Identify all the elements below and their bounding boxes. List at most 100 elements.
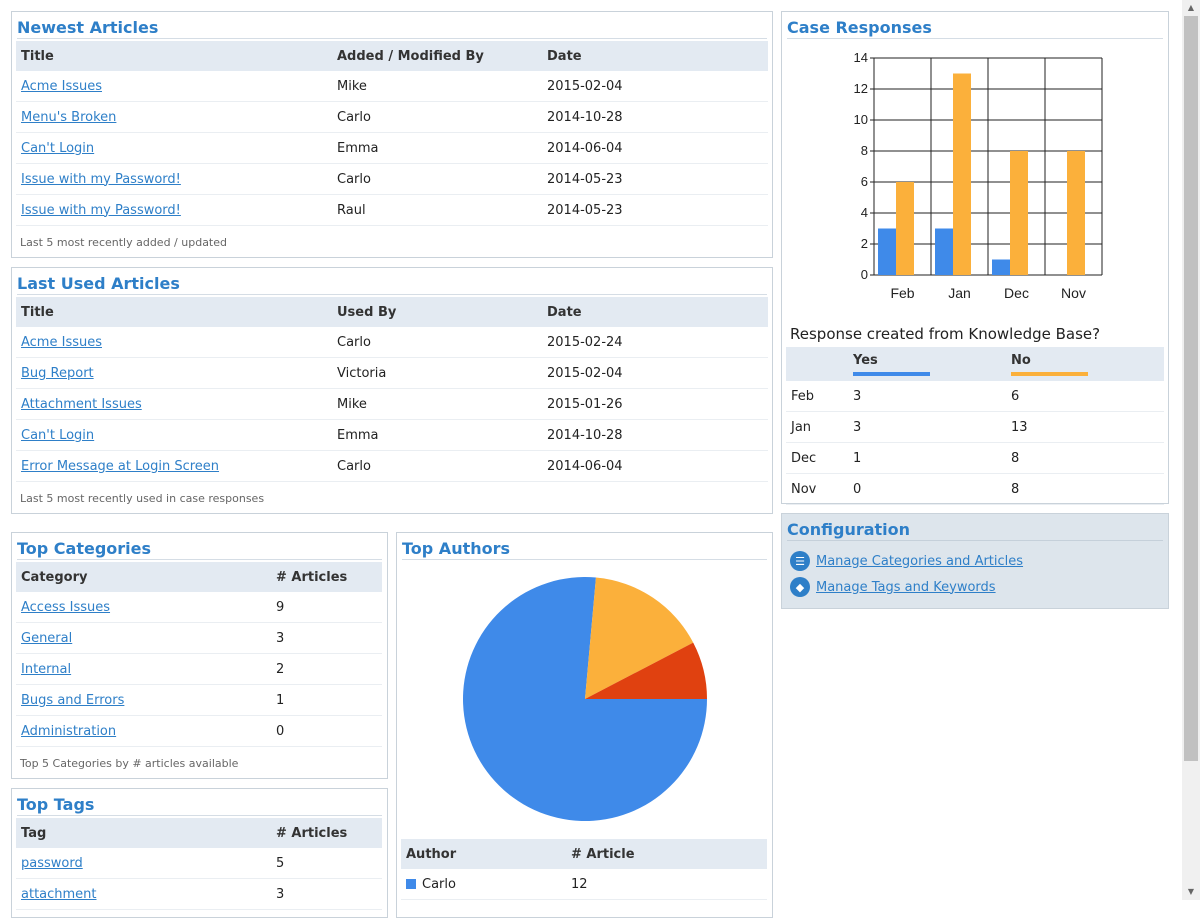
category-link[interactable]: Access Issues <box>21 599 111 615</box>
category-link[interactable]: Internal <box>21 661 72 677</box>
x-tick-label: Feb <box>890 285 914 301</box>
table-row: Jan 3 13 <box>786 411 1164 443</box>
article-link[interactable]: Can't Login <box>21 140 95 156</box>
user-cell: Carlo <box>332 450 542 482</box>
newest-articles-table: Title Added / Modified By Date Acme Issu… <box>16 41 768 226</box>
tag-icon: ◆ <box>790 577 810 597</box>
authors-pie-chart <box>463 577 707 821</box>
no-legend-bar <box>1011 371 1088 376</box>
date-cell: 2014-10-28 <box>542 101 768 133</box>
date-cell: 2014-10-28 <box>542 419 768 451</box>
table-row: Carlo 12 <box>401 869 767 900</box>
table-row: Bug Report Victoria 2015-02-04 <box>16 357 768 389</box>
scroll-up-icon[interactable]: ▲ <box>1187 3 1195 12</box>
y-tick-label: 2 <box>861 236 868 251</box>
table-row: Bugs and Errors 1 <box>16 684 382 716</box>
case-responses-title: Case Responses <box>787 18 1163 39</box>
date-cell: 2015-02-24 <box>542 327 768 358</box>
y-tick-label: 12 <box>854 81 868 96</box>
yes-label: Yes <box>853 352 878 368</box>
last-used-articles-title: Last Used Articles <box>17 274 767 295</box>
newest-articles-title: Newest Articles <box>17 18 767 39</box>
bar-no-feb <box>896 182 914 275</box>
manage-tags-link[interactable]: ◆ Manage Tags and Keywords <box>790 577 1162 597</box>
configuration-panel: Configuration ☰ Manage Categories and Ar… <box>781 513 1169 609</box>
count-cell: 2 <box>271 653 382 685</box>
response-question: Response created from Knowledge Base? <box>790 325 1101 343</box>
article-link[interactable]: Attachment Issues <box>21 396 142 412</box>
author-cell: Carlo <box>332 101 542 133</box>
no-cell: 8 <box>1006 473 1164 505</box>
bar-no-nov <box>1067 151 1085 275</box>
date-cell: 2015-02-04 <box>542 357 768 389</box>
top-authors-title: Top Authors <box>402 539 767 560</box>
top-categories-panel: Top Categories Category # Articles Acces… <box>11 532 388 779</box>
date-cell: 2015-01-26 <box>542 388 768 420</box>
date-cell: 2014-05-23 <box>542 194 768 226</box>
article-link[interactable]: Issue with my Password! <box>21 171 181 187</box>
x-tick-label: Jan <box>948 285 971 301</box>
category-link[interactable]: Administration <box>21 723 117 739</box>
article-link[interactable]: Acme Issues <box>21 334 102 350</box>
top-tags-panel: Top Tags Tag # Articles password 5 attach… <box>11 788 388 918</box>
last-used-articles-panel: Last Used Articles Title Used By Date Ac… <box>11 267 773 514</box>
col-articles: # Articles <box>271 562 382 592</box>
author-name: Carlo <box>422 876 456 892</box>
tag-link[interactable]: password <box>21 855 83 871</box>
x-tick-label: Dec <box>1004 285 1029 301</box>
article-link[interactable]: Bug Report <box>21 365 94 381</box>
x-tick-label: Nov <box>1061 285 1086 301</box>
category-link[interactable]: General <box>21 630 73 646</box>
document-icon: ☰ <box>790 551 810 571</box>
y-tick-label: 8 <box>861 143 868 158</box>
col-title: Title <box>16 41 332 71</box>
table-row: Internal 2 <box>16 653 382 685</box>
tag-link[interactable]: attachment <box>21 886 97 902</box>
table-row: Acme Issues Carlo 2015-02-24 <box>16 327 768 358</box>
table-row: Issue with my Password! Raul 2014-05-23 <box>16 194 768 226</box>
newest-articles-footer: Last 5 most recently added / updated <box>20 236 227 249</box>
col-added-by: Added / Modified By <box>332 41 542 71</box>
author-cell: Emma <box>332 132 542 164</box>
table-row: General 3 <box>16 622 382 654</box>
count-cell: 3 <box>271 878 382 910</box>
table-row: Issue with my Password! Carlo 2014-05-23 <box>16 163 768 195</box>
count-cell: 1 <box>271 684 382 716</box>
table-row: Error Message at Login Screen Carlo 2014-0… <box>16 450 768 482</box>
article-link[interactable]: Acme Issues <box>21 78 102 94</box>
col-article: # Article <box>566 839 767 869</box>
user-cell: Emma <box>332 419 542 451</box>
col-tag: Tag <box>16 818 271 848</box>
category-link[interactable]: Bugs and Errors <box>21 692 125 708</box>
top-tags-title: Top Tags <box>17 795 382 816</box>
top-categories-title: Top Categories <box>17 539 382 560</box>
article-link[interactable]: Menu's Broken <box>21 109 117 125</box>
col-yes: Yes <box>848 347 1006 381</box>
last-used-articles-footer: Last 5 most recently used in case respon… <box>20 492 265 505</box>
col-used-by: Used By <box>332 297 542 327</box>
vertical-scrollbar[interactable]: ▲ ▼ <box>1182 0 1200 900</box>
scrollbar-thumb[interactable] <box>1184 16 1198 761</box>
month-cell: Dec <box>786 442 848 474</box>
col-date: Date <box>542 297 768 327</box>
no-label: No <box>1011 352 1031 368</box>
month-cell: Jan <box>786 411 848 443</box>
article-link[interactable]: Error Message at Login Screen <box>21 458 220 474</box>
table-row: Can't Login Emma 2014-06-04 <box>16 132 768 164</box>
table-row: Attachment Issues Mike 2015-01-26 <box>16 388 768 420</box>
article-link[interactable]: Can't Login <box>21 427 95 443</box>
table-row: Administration 0 <box>16 715 382 747</box>
count-cell: 5 <box>271 848 382 879</box>
col-date: Date <box>542 41 768 71</box>
manage-categories-link[interactable]: ☰ Manage Categories and Articles <box>790 551 1162 571</box>
col-title: Title <box>16 297 332 327</box>
bar-yes-feb <box>878 228 896 275</box>
no-cell: 8 <box>1006 442 1164 474</box>
article-link[interactable]: Issue with my Password! <box>21 202 181 218</box>
manage-categories-label: Manage Categories and Articles <box>816 553 1024 569</box>
scroll-down-icon[interactable]: ▼ <box>1187 887 1195 896</box>
y-tick-label: 10 <box>854 112 868 127</box>
table-row: Dec 1 8 <box>786 442 1164 474</box>
no-cell: 13 <box>1006 411 1164 443</box>
table-row: Menu's Broken Carlo 2014-10-28 <box>16 101 768 133</box>
